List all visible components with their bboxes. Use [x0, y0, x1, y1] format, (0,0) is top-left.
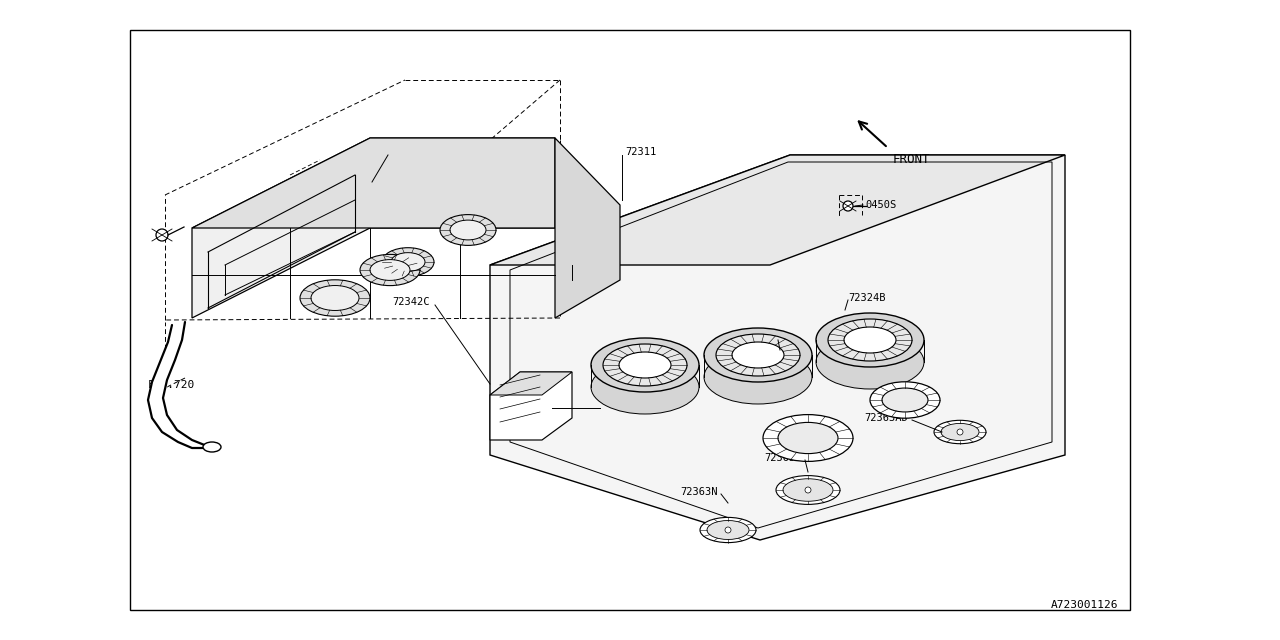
Text: 72324B: 72324B [849, 293, 886, 303]
Ellipse shape [700, 517, 756, 543]
Ellipse shape [204, 442, 221, 452]
Bar [131, 30, 1130, 610]
Polygon shape [490, 372, 572, 440]
Ellipse shape [763, 415, 852, 461]
Ellipse shape [451, 220, 486, 240]
Text: FIG.720: FIG.720 [148, 380, 196, 390]
Text: 72363C: 72363C [764, 453, 803, 463]
Polygon shape [192, 138, 556, 318]
Ellipse shape [707, 520, 749, 540]
Ellipse shape [828, 319, 913, 361]
Ellipse shape [783, 479, 833, 501]
Text: 72342C: 72342C [393, 297, 430, 307]
Ellipse shape [704, 350, 812, 404]
Ellipse shape [870, 382, 940, 418]
Ellipse shape [778, 422, 838, 454]
Text: 72363N: 72363N [681, 487, 718, 497]
Ellipse shape [732, 342, 785, 368]
Ellipse shape [300, 280, 370, 316]
Text: 72320B: 72320B [392, 150, 430, 160]
Circle shape [957, 429, 963, 435]
Polygon shape [556, 138, 620, 318]
Text: 72320: 72320 [575, 257, 607, 267]
Text: A723001126: A723001126 [1051, 600, 1117, 610]
Ellipse shape [311, 285, 358, 310]
Ellipse shape [941, 424, 979, 440]
Circle shape [805, 487, 812, 493]
Polygon shape [490, 372, 572, 395]
Ellipse shape [591, 338, 699, 392]
Ellipse shape [591, 360, 699, 414]
Text: 0450S: 0450S [865, 200, 896, 210]
Polygon shape [490, 155, 1065, 540]
Text: 72311: 72311 [625, 147, 657, 157]
Circle shape [156, 229, 168, 241]
Text: 72363AD: 72363AD [864, 413, 908, 423]
Polygon shape [192, 138, 556, 228]
Ellipse shape [934, 420, 986, 444]
Circle shape [724, 527, 731, 533]
Ellipse shape [360, 254, 420, 285]
Text: FRONT: FRONT [893, 153, 931, 166]
Text: 72324: 72324 [744, 333, 774, 343]
Ellipse shape [844, 327, 896, 353]
Ellipse shape [370, 260, 410, 280]
Ellipse shape [817, 335, 924, 389]
Ellipse shape [716, 334, 800, 376]
Ellipse shape [817, 313, 924, 367]
Ellipse shape [381, 248, 434, 276]
Ellipse shape [882, 388, 928, 412]
Circle shape [844, 201, 852, 211]
Text: 72324B: 72324B [511, 403, 548, 413]
Ellipse shape [704, 328, 812, 382]
Ellipse shape [390, 253, 425, 271]
Ellipse shape [620, 352, 671, 378]
Ellipse shape [440, 214, 497, 245]
Polygon shape [490, 155, 1065, 265]
Ellipse shape [603, 344, 687, 386]
Ellipse shape [776, 476, 840, 504]
